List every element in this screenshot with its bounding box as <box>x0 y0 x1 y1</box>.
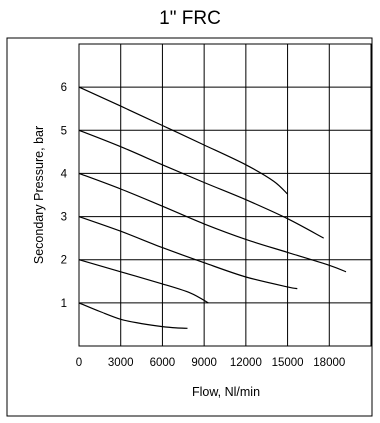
x-tick-label: 12000 <box>230 357 262 369</box>
y-axis-label: Secondary Pressure, bar <box>32 126 46 264</box>
x-tick-label: 0 <box>76 357 82 369</box>
y-tick-label: 4 <box>61 168 68 180</box>
x-tick-label: 6000 <box>150 357 176 369</box>
pressure-curve-4 <box>78 172 347 273</box>
y-tick-label: 1 <box>61 298 67 310</box>
pressure-curve-1 <box>78 302 188 329</box>
pressure-curve-3 <box>78 216 298 290</box>
y-tick-label: 6 <box>61 82 67 94</box>
pressure-curve-6 <box>78 86 289 195</box>
grid <box>79 44 371 346</box>
y-tick-labels: 1 2 3 4 5 6 <box>61 82 68 310</box>
y-tick-label: 2 <box>61 255 67 267</box>
x-tick-label: 9000 <box>191 357 217 369</box>
y-tick-label: 3 <box>61 212 67 224</box>
figure-frame <box>6 37 373 417</box>
x-axis-label: Flow, Nl/min <box>192 385 260 399</box>
plot-area-border <box>78 43 372 347</box>
y-tick-label: 5 <box>61 125 67 137</box>
x-tick-label: 18000 <box>313 357 345 369</box>
x-tick-label: 3000 <box>108 357 134 369</box>
x-tick-labels: 0 3000 6000 9000 12000 15000 18000 <box>76 357 345 369</box>
curves <box>78 86 347 329</box>
pressure-curve-5 <box>78 129 324 239</box>
chart-title: 1" FRC <box>159 8 221 29</box>
x-tick-label: 15000 <box>272 357 304 369</box>
pressure-curve-2 <box>78 259 209 304</box>
